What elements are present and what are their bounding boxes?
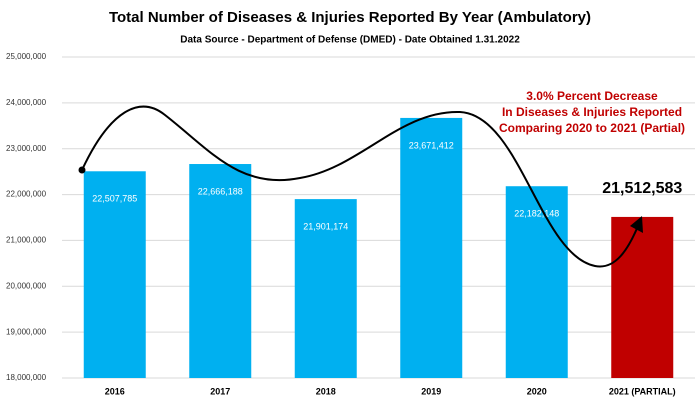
arrow-head xyxy=(630,216,643,233)
x-tick-label: 2021 (PARTIAL) xyxy=(609,386,676,396)
chart-title: Total Number of Diseases & Injuries Repo… xyxy=(109,9,591,26)
value-label: 22,507,785 xyxy=(92,194,137,204)
y-tick-label: 25,000,000 xyxy=(6,52,47,61)
bar xyxy=(189,164,252,378)
y-tick-label: 21,000,000 xyxy=(6,236,47,245)
value-label: 23,671,412 xyxy=(409,140,454,150)
y-tick-label: 20,000,000 xyxy=(6,281,47,290)
annotation: 3.0% Percent Decrease xyxy=(526,89,658,103)
bar xyxy=(400,117,463,379)
x-tick-label: 2017 xyxy=(210,386,230,396)
x-tick-label: 2019 xyxy=(421,386,441,396)
value-label: 21,901,174 xyxy=(303,221,348,231)
curve-start xyxy=(78,166,86,174)
y-tick-label: 22,000,000 xyxy=(6,190,47,199)
value-label: 22,666,188 xyxy=(198,186,243,196)
x-tick-label: 2020 xyxy=(527,386,547,396)
value-label: 22,182,148 xyxy=(514,209,559,219)
bar xyxy=(83,171,146,378)
annotation: Comparing 2020 to 2021 (Partial) xyxy=(499,121,685,135)
annotation: In Diseases & Injuries Reported xyxy=(502,105,682,119)
x-tick-label: 2018 xyxy=(316,386,336,396)
y-tick-label: 18,000,000 xyxy=(6,373,47,382)
bar xyxy=(505,186,568,378)
y-tick-label: 19,000,000 xyxy=(6,327,47,336)
x-tick-label: 2016 xyxy=(105,386,125,396)
bar xyxy=(611,216,674,378)
plot-area: 18,000,000 19,000,000 20,000,000 21,000,000… xyxy=(6,52,695,396)
value-label: 21,512,583 xyxy=(602,180,682,197)
y-tick-label: 23,000,000 xyxy=(6,144,47,153)
bar xyxy=(294,199,357,378)
trend-curve xyxy=(81,105,639,268)
chart-subtitle: Data Source - Department of Defense (DME… xyxy=(180,35,520,46)
y-tick-label: 24,000,000 xyxy=(6,98,47,107)
